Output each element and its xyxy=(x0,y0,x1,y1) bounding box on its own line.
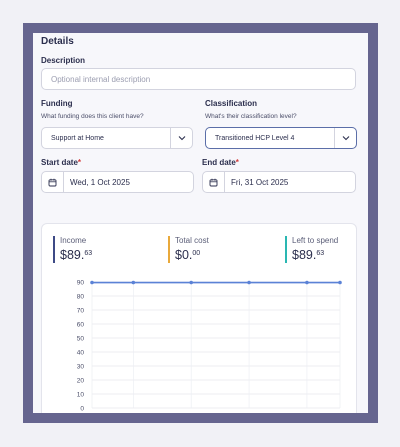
y-tick-label: 0 xyxy=(80,405,84,412)
funding-select[interactable]: Support at Home xyxy=(41,127,193,149)
data-point xyxy=(189,280,193,285)
income-amount: $89.63 xyxy=(60,248,92,262)
y-tick-label: 30 xyxy=(77,363,85,370)
y-tick-label: 50 xyxy=(77,335,85,342)
section-title: Details xyxy=(41,36,74,47)
total-cost-cents: 00 xyxy=(192,250,201,257)
required-mark: * xyxy=(77,158,82,167)
classification-value: Transitioned HCP Level 4 xyxy=(215,134,295,142)
data-point xyxy=(305,280,309,285)
total-cost-amount: $0.00 xyxy=(175,248,209,262)
description-placeholder: Optional internal description xyxy=(51,74,151,84)
start-date-value: Wed, 1 Oct 2025 xyxy=(70,177,130,187)
end-date-value: Fri, 31 Oct 2025 xyxy=(231,177,289,187)
y-tick-label: 70 xyxy=(77,307,85,314)
total-cost-accent-bar xyxy=(168,236,170,263)
y-tick-label: 90 xyxy=(77,279,85,286)
income-dollars: $89. xyxy=(60,248,85,262)
y-tick-label: 10 xyxy=(77,391,85,398)
end-date-picker[interactable]: Fri, 31 Oct 2025 xyxy=(202,171,356,193)
classification-select[interactable]: Transitioned HCP Level 4 xyxy=(205,127,357,149)
total-cost-stat: Total cost $0.00 xyxy=(168,236,209,263)
income-label: Income xyxy=(60,236,87,245)
funding-hint: What funding does this client have? xyxy=(41,113,144,120)
data-point xyxy=(90,280,94,285)
budget-summary-card: Income $89.63 Total cost $0.00 Left to s… xyxy=(41,223,357,413)
required-mark: * xyxy=(235,158,239,167)
start-date-label-text: Start date xyxy=(41,158,78,167)
end-date-label: End date* xyxy=(202,158,239,167)
total-cost-dollars: $0. xyxy=(175,248,193,262)
calendar-icon xyxy=(42,172,64,192)
details-panel: Details Description Optional internal de… xyxy=(33,33,368,413)
data-point xyxy=(338,280,342,285)
chevron-down-icon xyxy=(170,128,192,148)
classification-hint: What's their classification level? xyxy=(205,113,297,120)
modal-frame: Details Description Optional internal de… xyxy=(23,23,378,423)
left-to-spend-label: Left to spend xyxy=(292,236,339,245)
y-tick-label: 80 xyxy=(77,293,85,300)
end-date-label-text: End date xyxy=(202,158,236,167)
start-date-label: Start date* xyxy=(41,158,81,167)
left-to-spend-dollars: $89. xyxy=(292,248,317,262)
income-accent-bar xyxy=(53,236,55,263)
data-point xyxy=(247,280,251,285)
left-to-spend-cents: 63 xyxy=(316,250,325,257)
classification-label: Classification xyxy=(205,99,258,108)
description-input[interactable]: Optional internal description xyxy=(41,68,356,90)
y-tick-label: 40 xyxy=(77,349,85,356)
description-label: Description xyxy=(41,56,86,65)
calendar-icon xyxy=(203,172,225,192)
income-cents: 63 xyxy=(84,250,93,257)
left-to-spend-amount: $89.63 xyxy=(292,248,338,262)
chevron-down-icon xyxy=(334,128,356,148)
left-to-spend-accent-bar xyxy=(285,236,287,263)
data-point xyxy=(131,280,136,285)
start-date-picker[interactable]: Wed, 1 Oct 2025 xyxy=(41,171,194,193)
left-to-spend-stat: Left to spend $89.63 xyxy=(285,236,339,263)
total-cost-label: Total cost xyxy=(175,236,209,245)
funding-value: Support at Home xyxy=(51,134,104,142)
y-tick-label: 60 xyxy=(77,321,85,328)
income-stat: Income $89.63 xyxy=(53,236,92,263)
funding-label: Funding xyxy=(41,99,73,108)
y-tick-label: 20 xyxy=(77,377,85,384)
